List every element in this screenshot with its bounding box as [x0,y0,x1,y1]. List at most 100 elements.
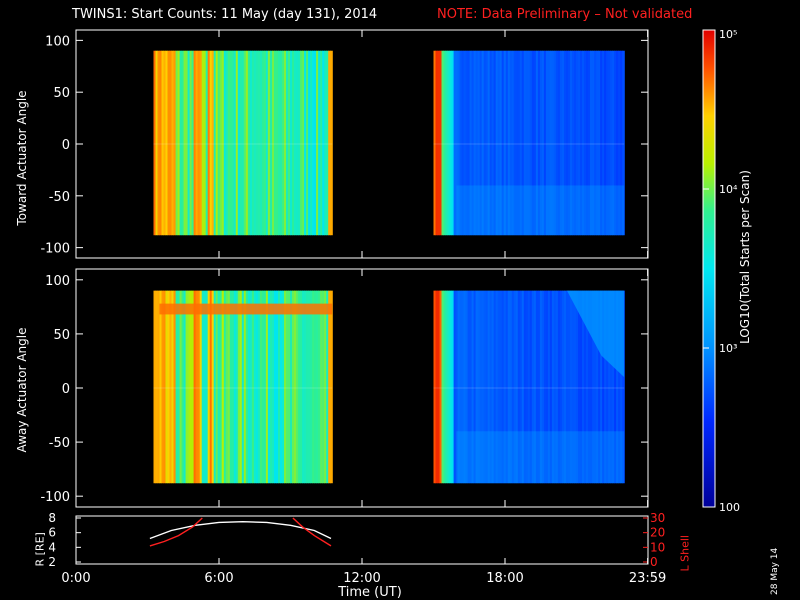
data-column [523,290,527,484]
data-column [596,290,599,484]
r-tick-label: 2 [48,555,56,569]
data-column [592,50,595,236]
data-column [177,290,181,484]
data-column [433,50,437,236]
data-column [535,50,539,236]
data-column [475,290,479,484]
data-column [173,290,177,484]
data-column [564,290,567,484]
data-column [328,290,331,484]
data-column [328,50,331,236]
data-column [461,50,465,236]
data-column [614,50,617,236]
data-column [223,290,227,484]
data-column [304,290,307,484]
data-column [511,290,515,484]
data-column [594,50,597,236]
data-column [181,290,185,484]
data-column [199,290,203,484]
data-column [620,50,623,236]
data-column [547,50,551,236]
data-column [207,290,211,484]
data-column [237,290,241,484]
data-column [553,50,557,236]
x-axis-label: Time (UT) [338,585,402,600]
data-column [459,50,463,236]
data-column [519,50,523,236]
data-column [481,290,485,484]
data-column [161,50,165,236]
data-column [179,50,183,236]
data-column [265,50,269,236]
data-column [157,50,161,236]
data-column [316,290,319,484]
data-column [481,50,485,236]
data-column [288,290,291,484]
panels-group: 100 50 0 -50 -100 100 50 0 -50 -100 [40,29,649,508]
data-column [503,290,507,484]
data-column [189,50,193,236]
data-column [457,50,461,236]
data-column [495,290,499,484]
data-column [288,50,291,236]
data-column [215,290,219,484]
data-column [203,290,207,484]
data-column [324,50,327,236]
r-tick-label: 8 [48,511,56,525]
data-column [610,290,613,484]
data-column [292,290,295,484]
ytick-label: 0 [62,138,70,153]
data-column [590,50,593,236]
data-column [284,290,287,484]
data-column [539,290,543,484]
data-column [157,290,161,484]
data-column [549,50,553,236]
data-column [312,290,315,484]
data-column [622,50,625,236]
colorbar-tick-label: 10⁵ [719,28,737,41]
data-column [255,50,259,236]
data-column [596,50,599,236]
data-column [493,290,497,484]
data-column [326,50,329,236]
data-column [217,50,221,236]
data-column [161,290,165,484]
data-column [241,50,245,236]
data-block [153,290,333,484]
data-column [302,50,305,236]
data-column [463,290,467,484]
data-column [183,50,187,236]
data-column [580,50,583,236]
data-column [572,290,575,484]
r-ylabel: R [RE] [33,532,47,567]
ytick-label: 50 [53,86,70,101]
data-column [479,50,483,236]
data-column [487,50,491,236]
data-column [189,290,193,484]
data-column [294,50,297,236]
data-column [239,290,243,484]
data-column [453,290,457,484]
data-column [153,290,157,484]
data-column [445,290,449,484]
data-column [247,50,251,236]
data-column [280,50,283,236]
data-column [314,290,317,484]
data-column [221,290,225,484]
toward-ylabel: Toward Actuator Angle [15,90,29,226]
data-column [173,50,177,236]
data-column [280,290,283,484]
data-column [457,290,461,484]
data-column [165,290,169,484]
data-column [312,50,315,236]
data-column [306,290,309,484]
ytick-label: 100 [45,34,70,49]
data-column [578,290,581,484]
data-column [181,50,185,236]
data-column [598,290,601,484]
data-column [235,50,239,236]
data-column [241,290,245,484]
data-column [197,290,201,484]
lower-band [456,431,625,484]
data-column [459,290,463,484]
